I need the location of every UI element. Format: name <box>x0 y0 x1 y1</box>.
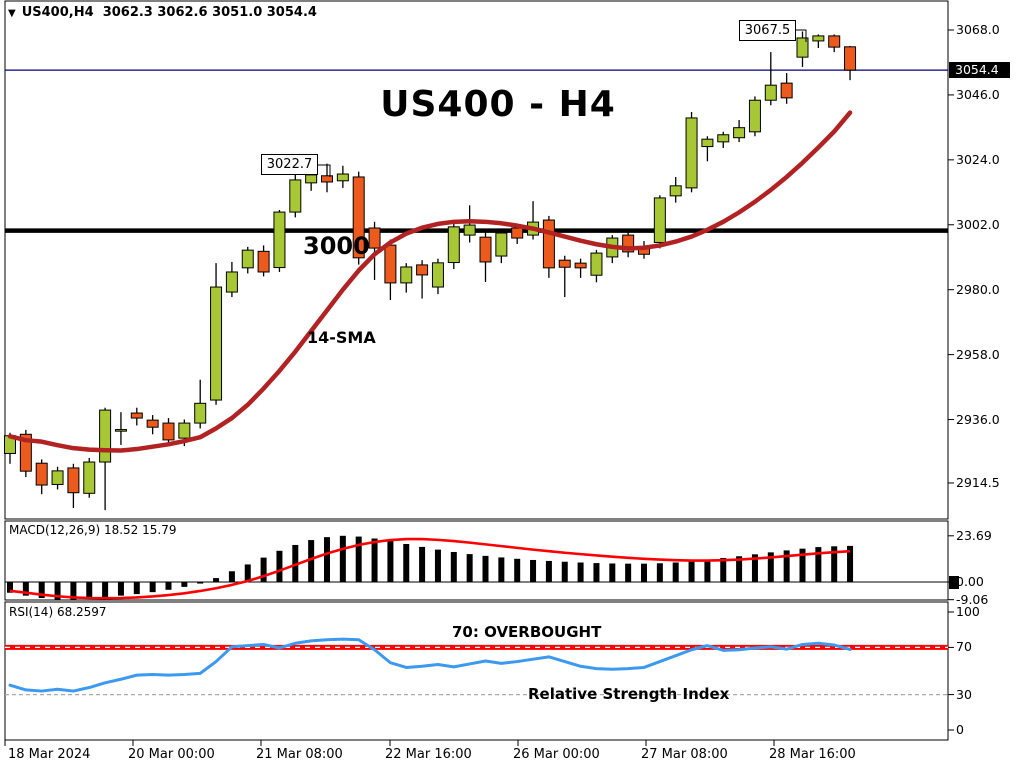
price-tick-label: 2958.0 <box>956 346 1000 362</box>
macd-tick-label: 23.69 <box>956 527 992 543</box>
price-tick-label: 2914.5 <box>956 474 1000 490</box>
price-annotation-3022[interactable]: 3022.7 <box>261 154 318 175</box>
time-tick-label: 21 Mar 08:00 <box>256 747 343 762</box>
quote-bar: ▼ US400,H4 3062.3 3062.6 3051.0 3054.4 <box>8 5 317 20</box>
price-tick-label: 3046.0 <box>956 86 1000 102</box>
current-price-badge: 3054.4 <box>949 62 1010 78</box>
macd-panel-label: MACD(12,26,9) 18.52 15.79 <box>9 523 177 537</box>
overbought-label: 70: OVERBOUGHT <box>452 623 602 641</box>
price-annotation-3067[interactable]: 3067.5 <box>739 20 796 41</box>
quote-ohlc-values: 3062.3 3062.6 3051.0 3054.4 <box>102 5 317 20</box>
price-tick-label: 2980.0 <box>956 281 1000 297</box>
price-tick-label: 3024.0 <box>956 151 1000 167</box>
time-tick-label: 27 Mar 08:00 <box>641 747 728 762</box>
rsi-tick-label: 0 <box>956 722 964 737</box>
rsi-tick-label: 30 <box>956 686 972 702</box>
round-level-label: 3000 <box>303 232 370 260</box>
sma-label: 14-SMA <box>307 328 376 347</box>
symbol-dropdown-icon[interactable]: ▼ <box>8 8 16 19</box>
macd-tick-label: -9.06 <box>956 591 989 607</box>
rsi-panel-label: RSI(14) 68.2597 <box>9 605 107 619</box>
symbol-period-label: US400,H4 <box>21 5 94 20</box>
time-tick-label: 26 Mar 00:00 <box>513 747 600 762</box>
time-tick-label: 20 Mar 00:00 <box>128 747 215 762</box>
rsi-name-label: Relative Strength Index <box>528 685 730 703</box>
time-tick-label: 18 Mar 2024 <box>8 747 91 762</box>
chart-title: US400 - H4 <box>380 84 616 125</box>
time-tick-label: 28 Mar 16:00 <box>769 747 856 762</box>
macd-tick-label: 0.00 <box>956 574 984 589</box>
price-tick-label: 2936.0 <box>956 411 1000 427</box>
rsi-tick-label: 100 <box>956 604 980 619</box>
time-tick-label: 22 Mar 16:00 <box>385 747 472 762</box>
price-tick-label: 3002.0 <box>956 216 1000 232</box>
rsi-tick-label: 70 <box>956 639 972 655</box>
price-tick-label: 3068.0 <box>956 22 1000 37</box>
